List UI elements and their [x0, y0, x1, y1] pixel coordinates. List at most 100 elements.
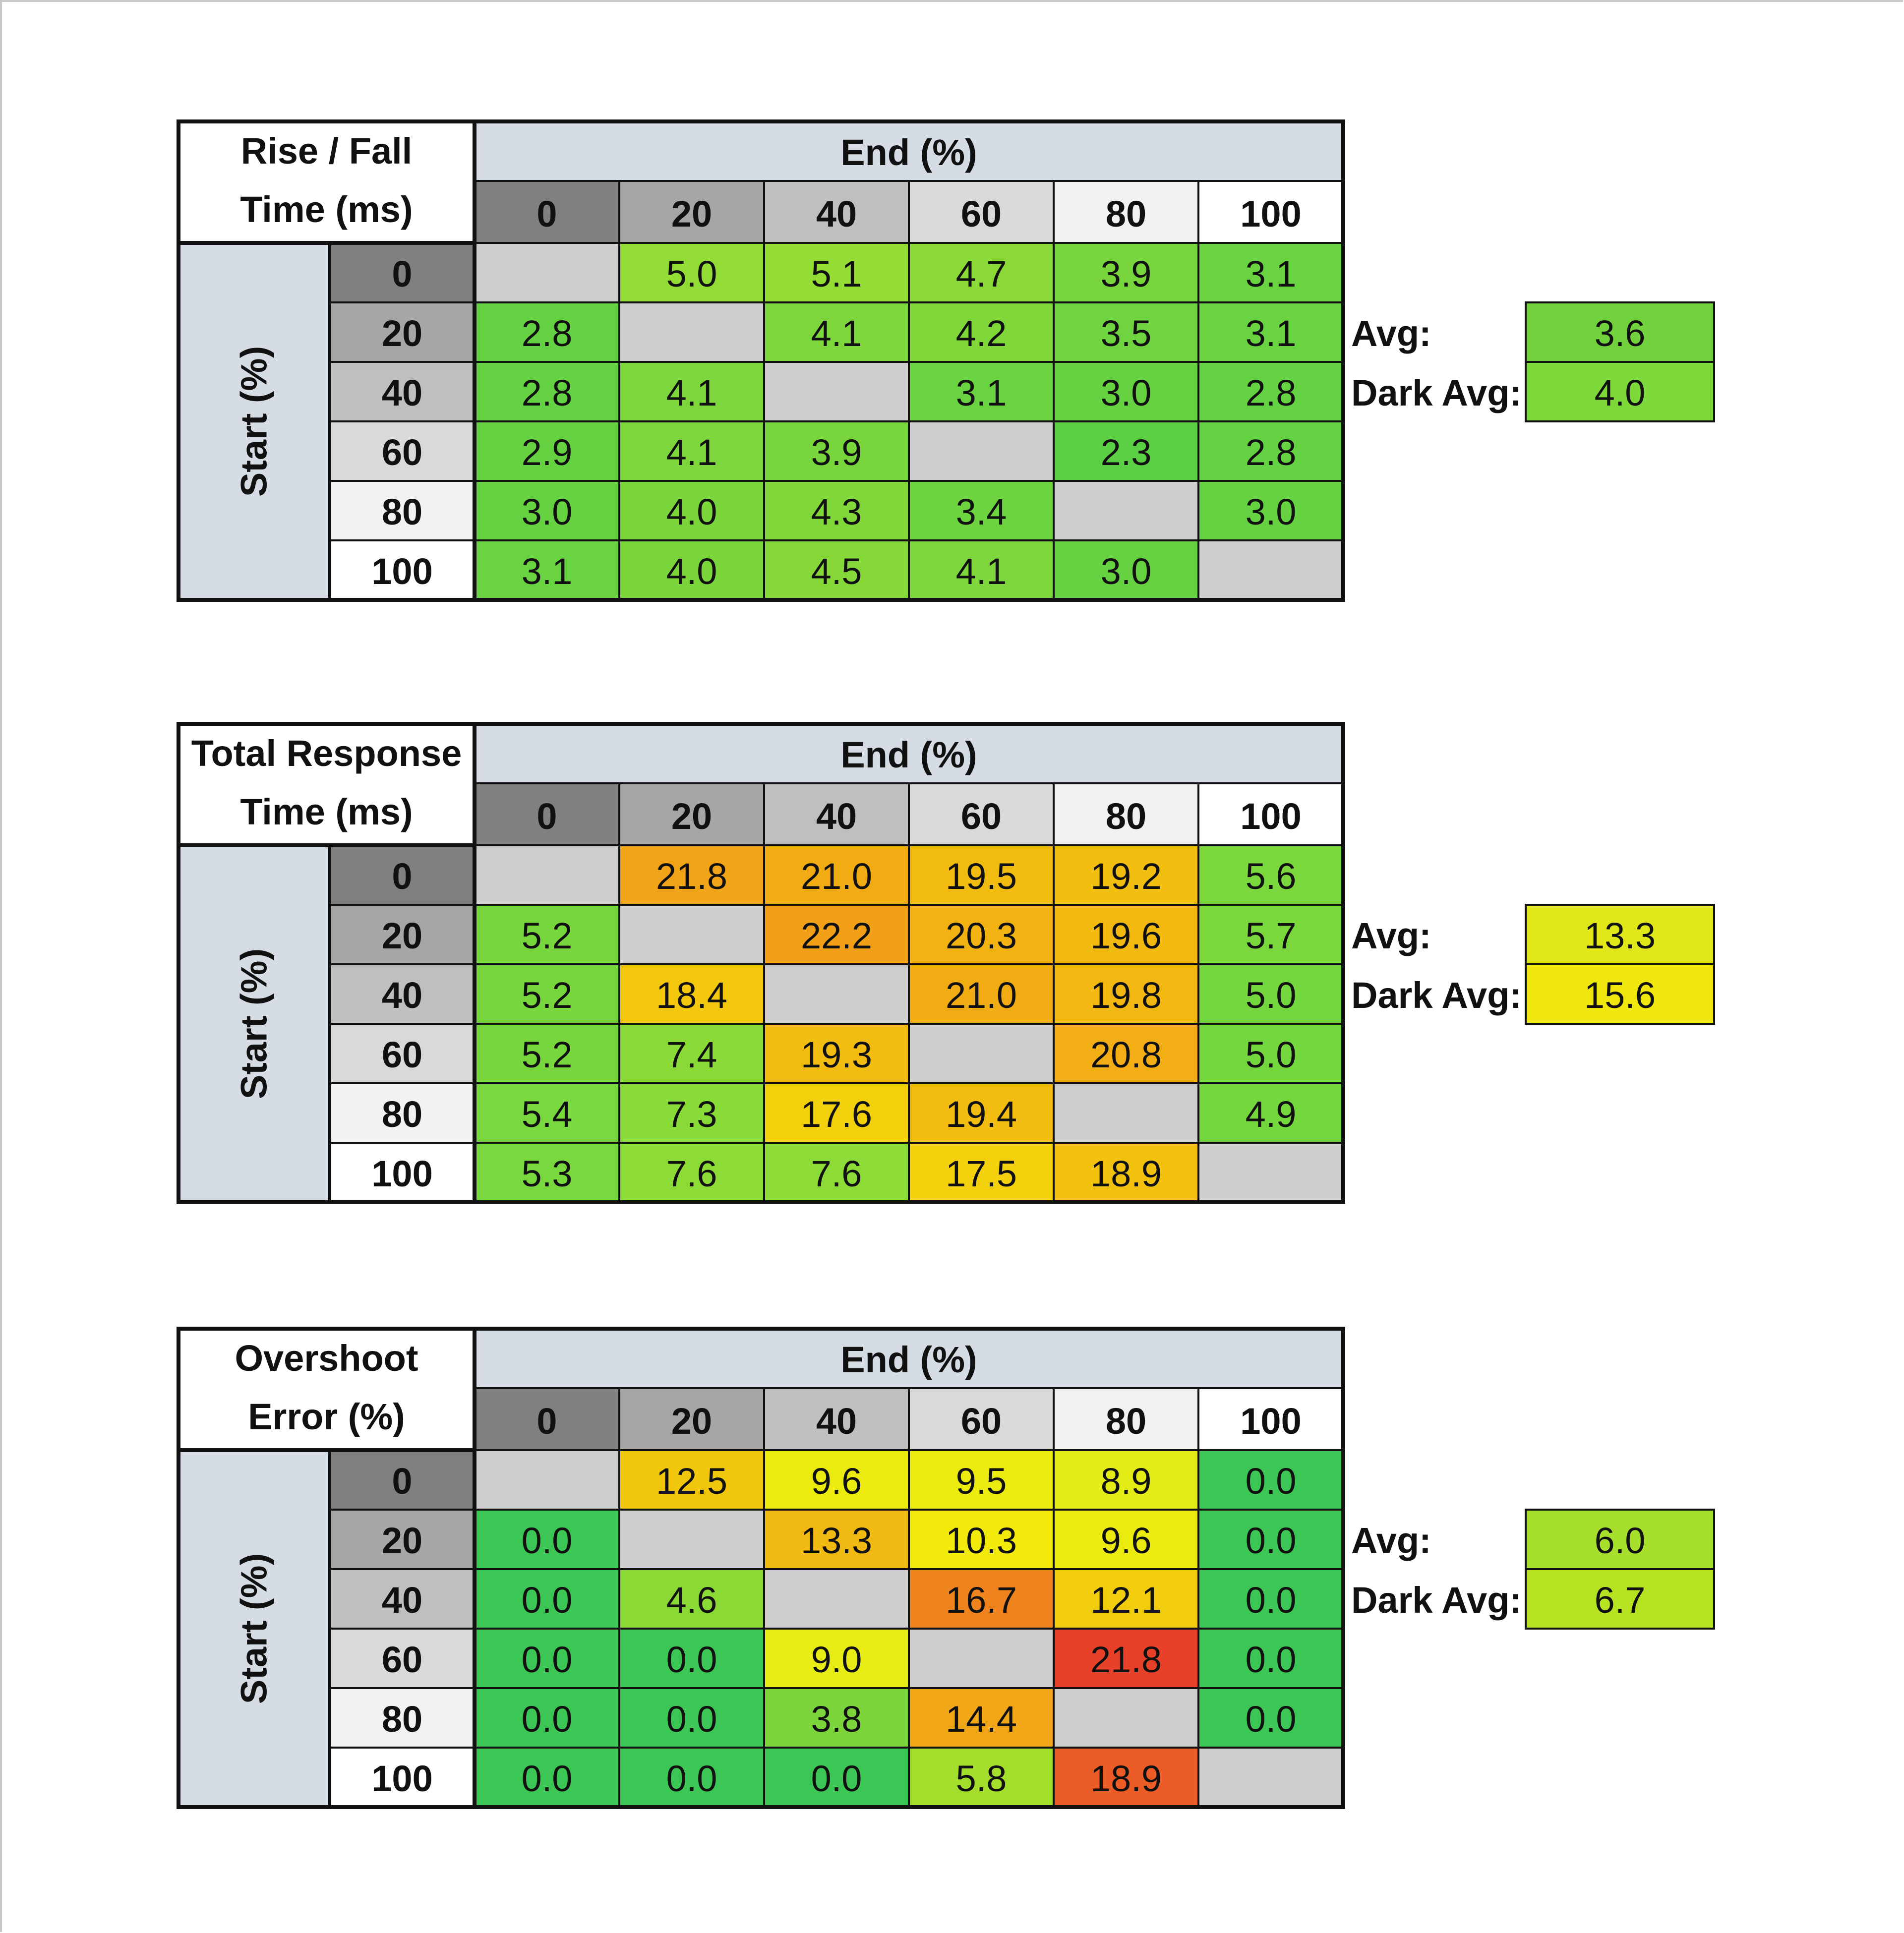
- table-outer-border: [177, 722, 1345, 1204]
- cell-value: 2.8: [522, 313, 573, 354]
- cell-value: 4.3: [811, 491, 862, 532]
- avg-box: [1525, 301, 1715, 363]
- value-cell: [618, 1082, 765, 1144]
- cell-value: 9.6: [811, 1461, 862, 1502]
- cell-value: 4.7: [956, 253, 1007, 294]
- cell-value: 5.3: [522, 1153, 573, 1194]
- col-level-label: 40: [816, 1401, 857, 1442]
- diagonal-cell: [763, 963, 910, 1025]
- cell-value: 3.9: [1101, 253, 1152, 294]
- row-level-label: 80: [382, 1094, 422, 1135]
- value-cell: [1197, 1082, 1344, 1144]
- avg-value: 13.3: [1584, 915, 1656, 956]
- avg-label: Avg:: [1351, 1520, 1431, 1561]
- cell-value: 2.8: [1246, 372, 1297, 413]
- cell-value: 21.0: [946, 975, 1017, 1016]
- cell-value: 21.8: [656, 856, 727, 897]
- value-cell: [1197, 361, 1344, 422]
- value-cell: [763, 480, 910, 541]
- avg-label: Avg:: [1351, 915, 1431, 956]
- diagonal-cell: [474, 844, 620, 906]
- row-level-label: 100: [371, 1758, 432, 1799]
- col-level-label: 40: [816, 193, 857, 234]
- value-cell: [908, 361, 1055, 422]
- value-cell: [1197, 1449, 1344, 1511]
- col-level-label: 0: [536, 1401, 557, 1442]
- cell-value: 0.0: [666, 1699, 717, 1740]
- cell-value: 3.4: [956, 491, 1007, 532]
- col-level-label: 60: [961, 193, 1002, 234]
- value-cell: [474, 420, 620, 482]
- value-cell: [618, 420, 765, 482]
- value-cell: [908, 1747, 1055, 1808]
- col-level-cell: [908, 1387, 1055, 1451]
- dark-avg-box: [1525, 361, 1715, 422]
- cell-value: 12.5: [656, 1461, 727, 1502]
- row-level-cell: [329, 1568, 476, 1630]
- cell-value: 3.9: [811, 432, 862, 473]
- cell-value: 8.9: [1101, 1461, 1152, 1502]
- row-level-cell: [329, 1449, 476, 1511]
- cell-value: 0.0: [666, 1639, 717, 1680]
- col-level-cell: [618, 180, 765, 244]
- cell-value: 19.5: [946, 856, 1017, 897]
- cell-value: 2.8: [1246, 432, 1297, 473]
- col-level-label: 20: [671, 193, 712, 234]
- cell-value: 13.3: [801, 1520, 872, 1561]
- col-level-label: 80: [1106, 193, 1146, 234]
- value-cell: [908, 480, 1055, 541]
- dark-avg-label: Dark Avg:: [1351, 975, 1522, 1016]
- cell-value: 3.8: [811, 1699, 862, 1740]
- cell-value: 0.0: [1246, 1520, 1297, 1561]
- value-cell: [1197, 242, 1344, 303]
- title-cell: [178, 1329, 475, 1450]
- cell-value: 18.9: [1090, 1153, 1162, 1194]
- diagonal-cell: [618, 904, 765, 965]
- dark-avg-value: 6.7: [1595, 1580, 1646, 1621]
- row-level-label: 0: [392, 1461, 412, 1502]
- table-title-line: Total Response: [191, 733, 462, 774]
- row-level-cell: [329, 1628, 476, 1689]
- cell-value: 0.0: [811, 1758, 862, 1799]
- cell-value: 4.5: [811, 551, 862, 592]
- value-cell: [1197, 1023, 1344, 1084]
- row-header-band: [178, 1450, 330, 1807]
- row-level-cell: [329, 1747, 476, 1808]
- value-cell: [474, 1628, 620, 1689]
- col-header-band: [475, 1329, 1343, 1388]
- cell-value: 19.3: [801, 1034, 872, 1075]
- value-cell: [763, 1142, 910, 1203]
- value-cell: [908, 844, 1055, 906]
- avg-box: [1525, 904, 1715, 965]
- row-level-label: 60: [382, 1639, 422, 1680]
- title-cell: [178, 724, 475, 845]
- cell-value: 2.9: [522, 432, 573, 473]
- value-cell: [1197, 1628, 1344, 1689]
- cell-value: 21.8: [1090, 1639, 1162, 1680]
- dark-avg-value: 15.6: [1584, 975, 1656, 1016]
- cell-value: 5.1: [811, 253, 862, 294]
- row-level-label: 40: [382, 372, 422, 413]
- row-level-cell: [329, 844, 476, 906]
- cell-value: 7.6: [666, 1153, 717, 1194]
- row-header-label: Start (%): [234, 346, 275, 497]
- row-level-label: 20: [382, 1520, 422, 1561]
- cell-value: 0.0: [522, 1520, 573, 1561]
- col-level-cell: [763, 180, 910, 244]
- col-level-cell: [1197, 180, 1344, 244]
- value-cell: [1197, 420, 1344, 482]
- cell-value: 4.9: [1246, 1094, 1297, 1135]
- row-header-label: Start (%): [234, 1553, 275, 1704]
- row-header-band: [178, 845, 330, 1202]
- diagonal-cell: [908, 1628, 1055, 1689]
- row-level-cell: [329, 420, 476, 482]
- cell-value: 17.5: [946, 1153, 1017, 1194]
- cell-value: 7.3: [666, 1094, 717, 1135]
- cell-value: 5.2: [522, 915, 573, 956]
- col-header-band: [475, 724, 1343, 783]
- table-outer-border: [177, 1327, 1345, 1809]
- value-cell: [474, 904, 620, 965]
- value-cell: [763, 904, 910, 965]
- cell-value: 4.1: [666, 432, 717, 473]
- col-level-label: 100: [1240, 193, 1301, 234]
